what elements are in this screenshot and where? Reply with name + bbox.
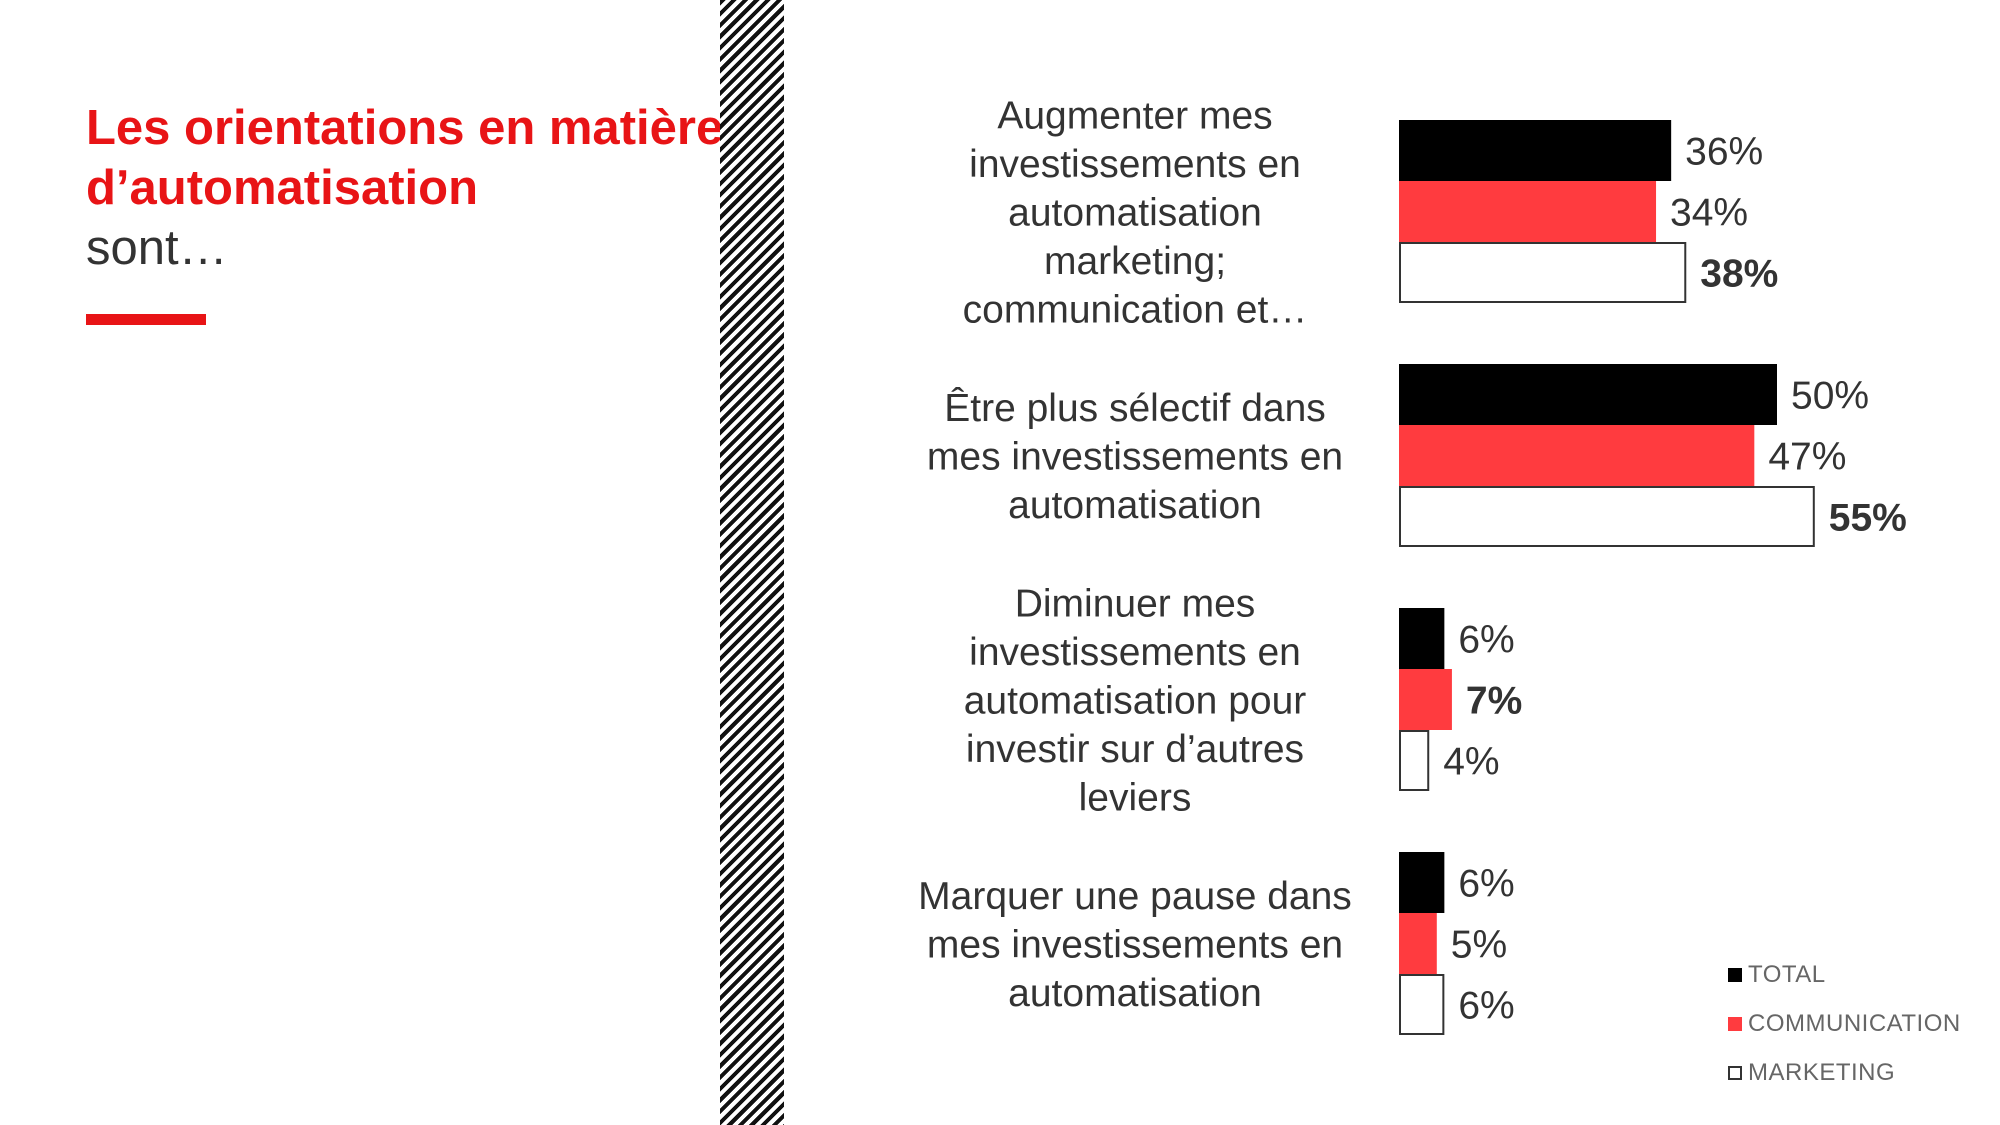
data-label-marketing: 55% xyxy=(1829,497,1907,540)
hatched-divider xyxy=(720,0,784,1125)
bar-marketing xyxy=(1399,730,1430,791)
bar-communication xyxy=(1399,181,1657,242)
data-label-total: 6% xyxy=(1458,619,1514,662)
category-label: automatisation xyxy=(1008,192,1262,235)
slide-title-rest: sont… xyxy=(86,221,228,275)
data-label-marketing: 38% xyxy=(1700,253,1778,296)
title-underline xyxy=(86,314,206,325)
data-label-marketing: 4% xyxy=(1443,741,1499,784)
category-label: Marquer une pause dans xyxy=(918,875,1352,918)
legend-item-total: TOTAL xyxy=(1728,950,1961,999)
chart-legend: TOTAL COMMUNICATION MARKETING xyxy=(1728,950,1961,1097)
category-label: mes investissements en xyxy=(927,436,1343,479)
bar-marketing xyxy=(1399,242,1687,303)
category-label: investissements en xyxy=(969,143,1301,186)
bar-marketing xyxy=(1399,486,1815,547)
data-label-communication: 47% xyxy=(1768,436,1846,479)
category-label: automatisation xyxy=(1008,484,1262,527)
bar-total xyxy=(1399,608,1445,669)
data-label-total: 6% xyxy=(1458,863,1514,906)
category-label: investir sur d’autres xyxy=(966,728,1304,771)
bar-communication xyxy=(1399,913,1437,974)
data-label-communication: 34% xyxy=(1670,192,1748,235)
category-label: communication et… xyxy=(963,289,1308,332)
category-label: automatisation pour xyxy=(964,680,1307,723)
data-label-total: 50% xyxy=(1791,375,1869,418)
category-label: investissements en xyxy=(969,631,1301,674)
legend-item-communication: COMMUNICATION xyxy=(1728,999,1961,1048)
bar-total xyxy=(1399,852,1445,913)
category-label: leviers xyxy=(1079,777,1192,820)
slide-title: Les orientations en matière d’automatisa… xyxy=(86,98,726,278)
category-label: Être plus sélectif dans xyxy=(944,387,1326,430)
legend-swatch-total xyxy=(1728,967,1742,982)
data-label-communication: 7% xyxy=(1466,680,1522,723)
legend-swatch-marketing xyxy=(1728,1065,1742,1080)
category-label: marketing; xyxy=(1044,240,1226,283)
category-label: automatisation xyxy=(1008,972,1262,1015)
bar-communication xyxy=(1399,425,1755,486)
legend-label-marketing: MARKETING xyxy=(1748,1058,1896,1086)
legend-label-total: TOTAL xyxy=(1748,960,1826,988)
category-label: Diminuer mes xyxy=(1015,583,1256,626)
bar-total xyxy=(1399,120,1672,181)
legend-label-communication: COMMUNICATION xyxy=(1748,1009,1961,1037)
data-label-communication: 5% xyxy=(1451,924,1507,967)
data-label-total: 36% xyxy=(1685,131,1763,174)
bar-marketing xyxy=(1399,974,1445,1035)
category-label: mes investissements en xyxy=(927,924,1343,967)
slide-title-highlight: Les orientations en matière d’automatisa… xyxy=(86,101,724,215)
legend-item-marketing: MARKETING xyxy=(1728,1048,1961,1097)
legend-swatch-communication xyxy=(1728,1016,1742,1031)
data-label-marketing: 6% xyxy=(1458,985,1514,1028)
bar-communication xyxy=(1399,669,1452,730)
bar-total xyxy=(1399,364,1777,425)
category-label: Augmenter mes xyxy=(997,95,1272,138)
